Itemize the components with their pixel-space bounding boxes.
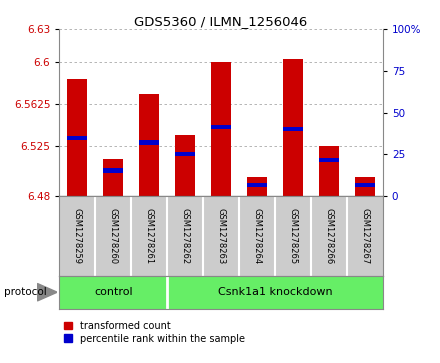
Text: protocol: protocol — [4, 287, 47, 297]
Bar — [67, 136, 87, 140]
Bar — [139, 94, 159, 196]
Bar — [283, 127, 303, 131]
Text: GSM1278262: GSM1278262 — [181, 208, 190, 264]
Bar — [283, 59, 303, 196]
Bar — [175, 152, 195, 156]
Bar — [211, 62, 231, 196]
Text: Csnk1a1 knockdown: Csnk1a1 knockdown — [218, 287, 332, 297]
Bar — [355, 177, 375, 196]
Legend: transformed count, percentile rank within the sample: transformed count, percentile rank withi… — [64, 321, 245, 344]
Bar — [247, 177, 267, 196]
Text: GSM1278261: GSM1278261 — [145, 208, 154, 264]
Text: GSM1278266: GSM1278266 — [324, 208, 334, 264]
Bar — [211, 125, 231, 129]
Text: GSM1278260: GSM1278260 — [109, 208, 118, 264]
Polygon shape — [37, 284, 57, 301]
Bar — [103, 168, 123, 172]
Text: GSM1278263: GSM1278263 — [216, 208, 226, 264]
Bar — [67, 79, 87, 196]
Bar — [319, 158, 339, 163]
Bar — [319, 146, 339, 196]
Bar — [103, 159, 123, 196]
Text: GSM1278264: GSM1278264 — [253, 208, 261, 264]
Bar — [139, 140, 159, 145]
Text: control: control — [94, 287, 132, 297]
Bar — [175, 135, 195, 196]
Bar — [355, 183, 375, 187]
Title: GDS5360 / ILMN_1256046: GDS5360 / ILMN_1256046 — [135, 15, 308, 28]
Text: GSM1278259: GSM1278259 — [73, 208, 82, 264]
Bar — [247, 183, 267, 187]
Text: GSM1278265: GSM1278265 — [289, 208, 297, 264]
Text: GSM1278267: GSM1278267 — [360, 208, 369, 264]
